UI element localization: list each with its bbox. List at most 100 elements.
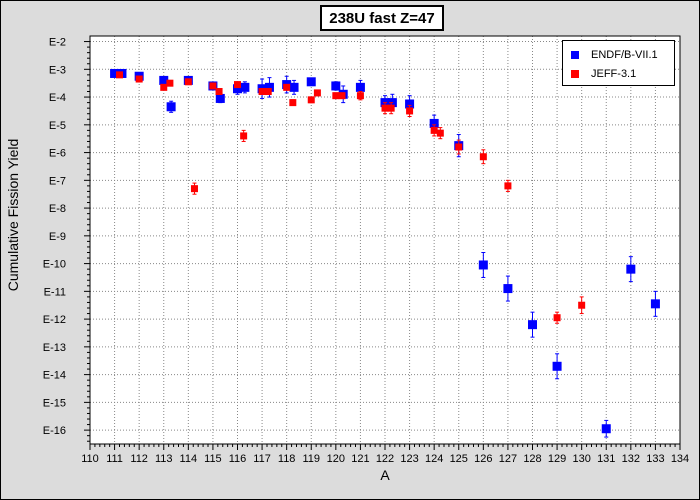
data-point-endf	[405, 99, 415, 109]
x-tick-label: 118	[278, 453, 296, 465]
data-point-endf	[289, 82, 299, 92]
x-tick-label: 129	[548, 453, 566, 465]
data-point-jeff	[430, 126, 438, 134]
x-tick-label: 123	[400, 453, 418, 465]
x-tick-label: 131	[597, 453, 615, 465]
x-tick-label: 126	[474, 453, 492, 465]
data-point-jeff	[479, 153, 487, 161]
x-tick-label: 125	[450, 453, 468, 465]
data-point-jeff	[578, 301, 586, 309]
data-point-endf	[110, 68, 120, 78]
data-point-jeff	[215, 88, 223, 96]
y-tick-label: E-14	[43, 370, 66, 382]
x-tick-label: 110	[81, 453, 99, 465]
data-point-jeff	[289, 99, 297, 107]
data-point-jeff	[553, 314, 561, 322]
x-tick-label: 120	[327, 453, 345, 465]
legend-swatch-endf	[571, 51, 579, 59]
y-tick-label: E-15	[43, 397, 66, 409]
x-tick-label: 132	[622, 453, 640, 465]
data-point-jeff	[332, 92, 340, 100]
data-point-jeff	[209, 82, 217, 90]
x-tick-label: 119	[302, 453, 320, 465]
data-point-endf	[478, 260, 488, 270]
data-point-endf	[650, 299, 660, 309]
x-tick-label: 128	[523, 453, 541, 465]
data-point-jeff	[160, 83, 168, 91]
data-point-jeff	[116, 71, 123, 79]
x-axis-title: A	[380, 467, 390, 483]
data-point-jeff	[406, 107, 414, 115]
x-tick-label: 127	[499, 453, 517, 465]
x-tick-label: 115	[204, 453, 222, 465]
y-tick-label: E-3	[49, 64, 66, 76]
ticks: 110 111 112 113 114 115 116 117 118 119 120 121 122 1…	[43, 37, 689, 465]
data-point-endf	[601, 424, 611, 434]
data-point-endf	[215, 93, 225, 103]
data-point-jeff	[264, 88, 272, 96]
chart-title: 238U fast Z=47	[320, 5, 444, 31]
y-tick-label: E-11	[44, 286, 66, 298]
data-point-endf	[626, 264, 636, 274]
data-point-jeff	[387, 104, 395, 112]
y-tick-label: E-8	[49, 203, 66, 215]
data-point-endf	[264, 82, 274, 92]
y-tick-label: E-6	[49, 148, 66, 160]
data-point-endf	[528, 320, 537, 330]
y-tick-label: E-9	[49, 231, 66, 243]
data-point-endf	[233, 84, 242, 94]
series-jeff	[116, 71, 586, 324]
x-tick-label: 134	[671, 453, 689, 465]
data-point-endf	[552, 361, 562, 371]
data-point-endf	[503, 284, 513, 294]
y-tick-label: E-13	[43, 342, 66, 354]
data-point-jeff	[240, 132, 248, 140]
legend-label-endf: ENDF/B-VII.1	[591, 49, 658, 61]
y-tick-label: E-2	[49, 37, 66, 49]
data-point-endf	[240, 82, 250, 92]
legend-item-jeff: JEFF-3.1	[571, 68, 636, 80]
legend-swatch-jeff	[571, 70, 579, 78]
data-point-jeff	[184, 78, 192, 86]
data-points	[110, 68, 660, 438]
x-tick-label: 114	[180, 453, 198, 465]
data-point-endf	[159, 75, 169, 85]
x-tick-label: 113	[155, 453, 173, 465]
data-point-jeff	[504, 182, 512, 190]
legend-item-endf: ENDF/B-VII.1	[571, 49, 658, 61]
y-axis-title: Cumulative Fission Yield	[5, 139, 21, 292]
data-point-endf	[331, 81, 341, 91]
y-tick-label: E-4	[49, 92, 66, 104]
data-point-endf	[166, 102, 176, 112]
data-point-jeff	[436, 129, 444, 137]
data-point-jeff	[166, 79, 174, 87]
data-point-jeff	[313, 89, 321, 97]
data-point-jeff	[381, 104, 389, 112]
legend-label-jeff: JEFF-3.1	[591, 68, 637, 80]
y-tick-label: E-10	[43, 259, 66, 271]
data-point-jeff	[307, 96, 315, 104]
data-point-jeff	[455, 143, 463, 151]
y-tick-label: E-5	[49, 120, 66, 132]
x-tick-label: 112	[130, 453, 148, 465]
x-tick-label: 130	[572, 453, 590, 465]
x-tick-label: 121	[351, 453, 369, 465]
legend: ENDF/B-VII.1 JEFF-3.1	[562, 40, 675, 86]
data-point-jeff	[258, 88, 266, 96]
y-tick-label: E-7	[49, 175, 66, 187]
y-tick-label: E-12	[43, 314, 66, 326]
data-point-jeff	[234, 81, 241, 89]
data-point-endf	[355, 82, 365, 92]
x-tick-label: 133	[646, 453, 664, 465]
data-point-jeff	[190, 185, 198, 193]
x-tick-label: 122	[376, 453, 394, 465]
x-tick-label: 117	[253, 453, 271, 465]
x-tick-label: 124	[425, 453, 443, 465]
data-point-endf	[429, 118, 439, 128]
x-tick-label: 111	[106, 453, 123, 465]
data-point-jeff	[283, 83, 291, 91]
y-tick-label: E-16	[43, 425, 66, 437]
data-point-endf	[306, 77, 316, 87]
data-point-jeff	[135, 75, 143, 83]
